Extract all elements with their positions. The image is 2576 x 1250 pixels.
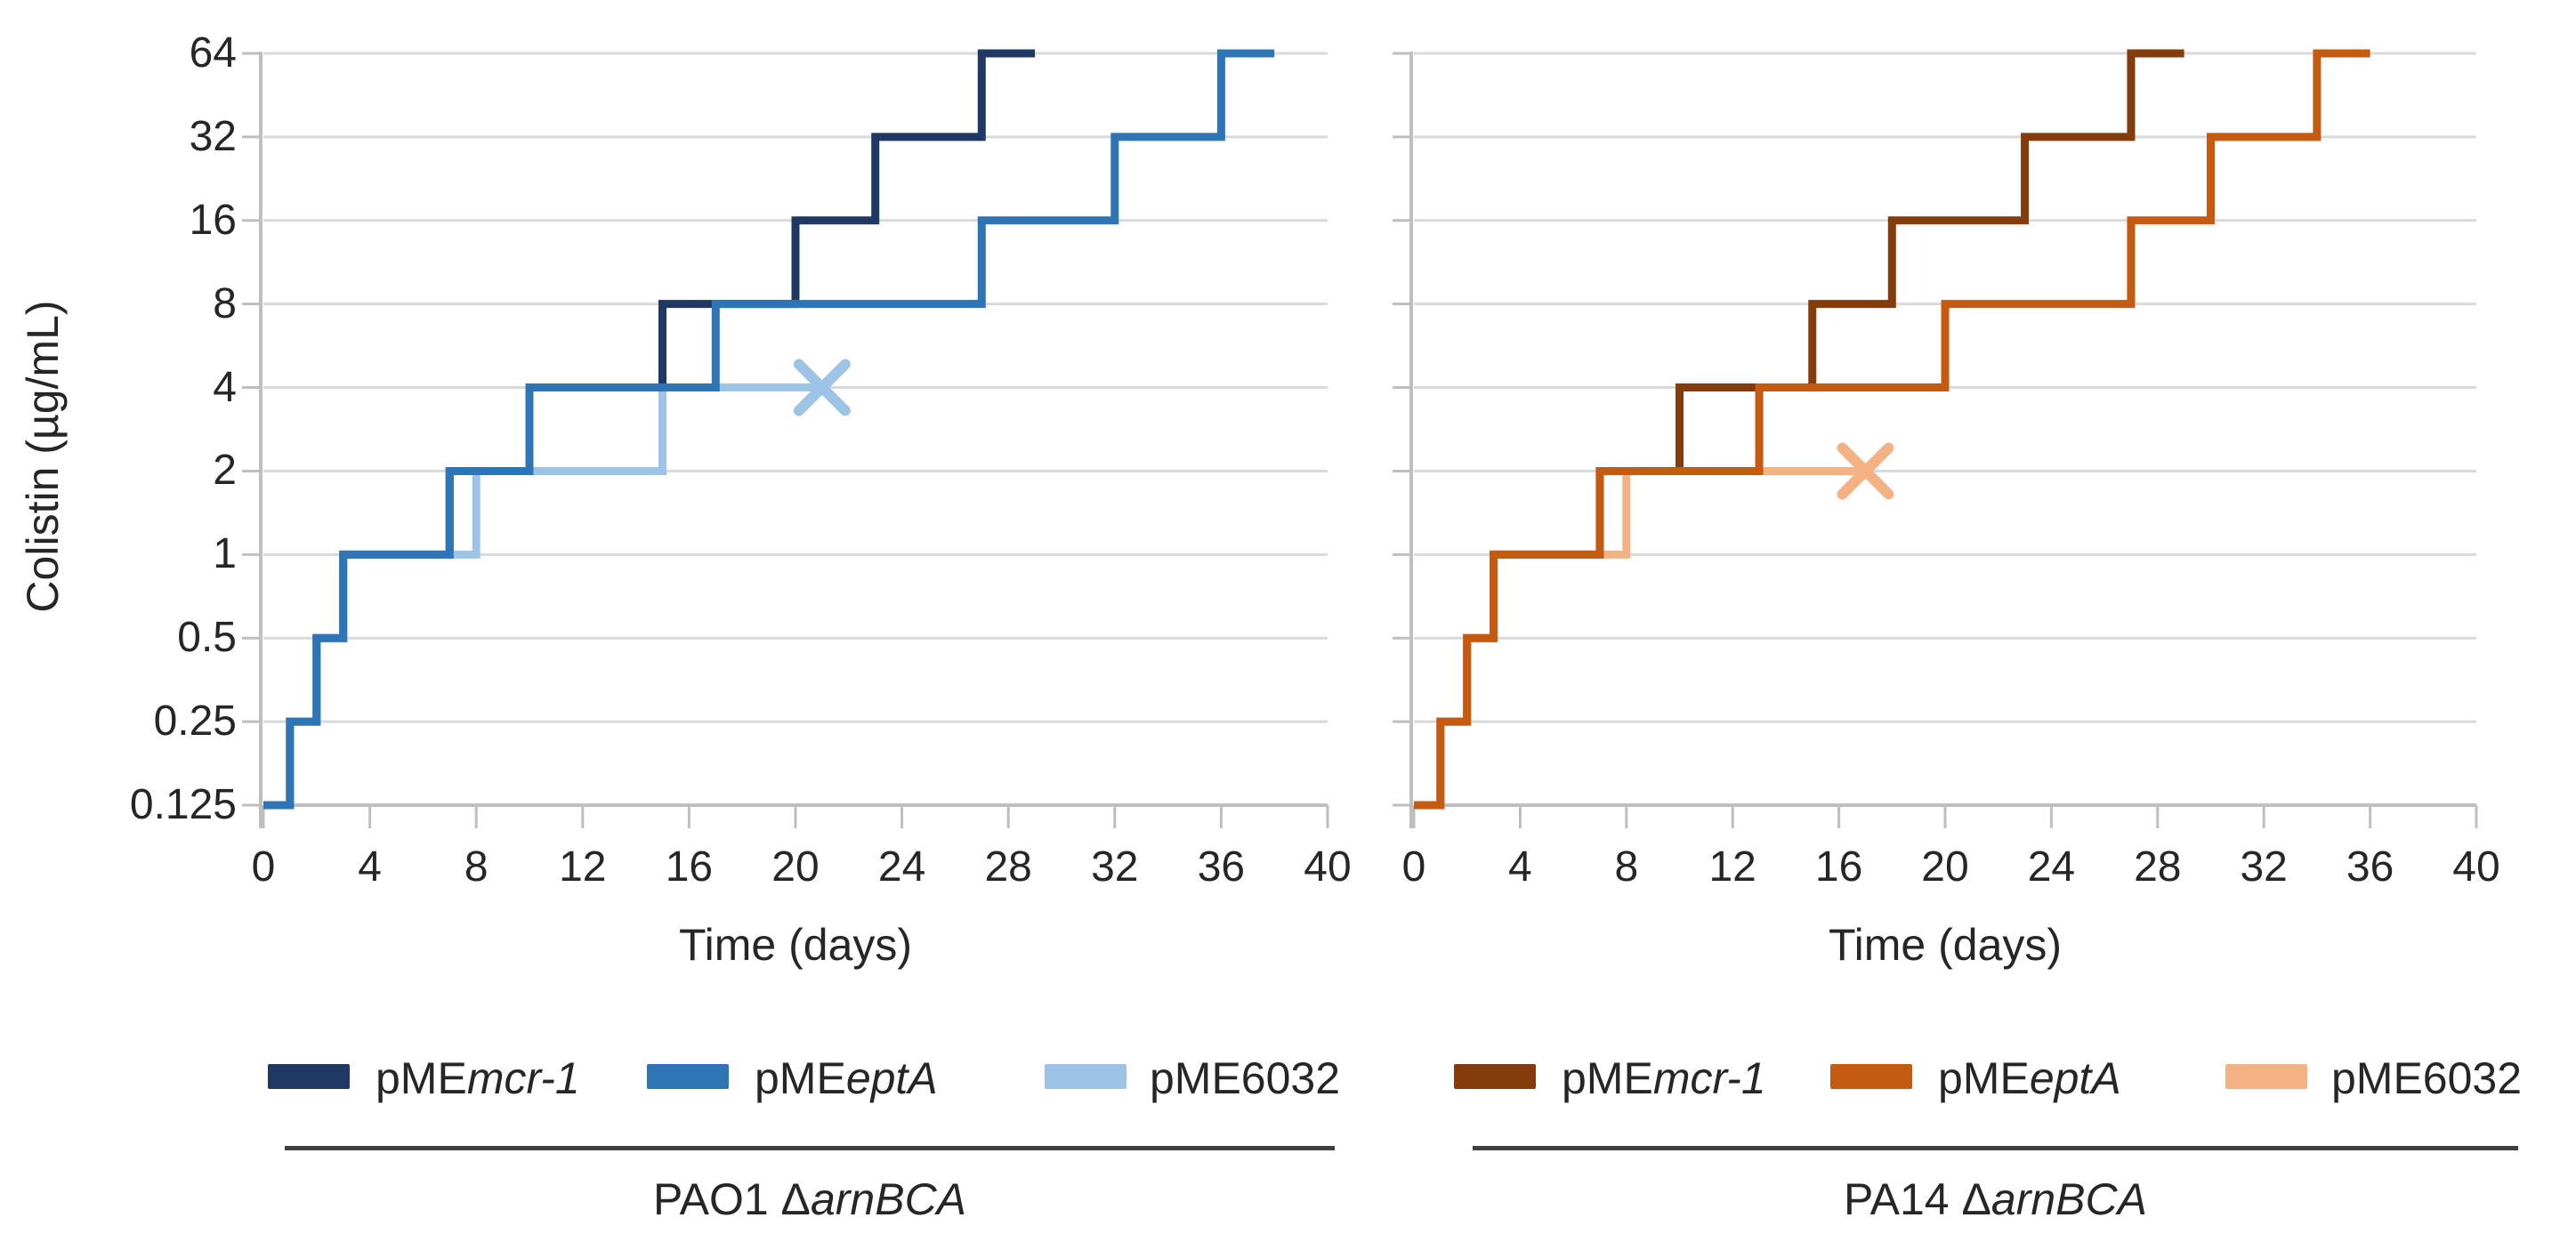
- y-tick-label: 1: [213, 530, 237, 578]
- legend-label-pa14-pme6032: pME6032: [2331, 1050, 2522, 1107]
- x-tick-label: 40: [2452, 843, 2500, 891]
- legend-text: pME6032: [1150, 1053, 1341, 1103]
- legend-swatch-pa14-epta: [1830, 1064, 1912, 1089]
- legend-text-italic: eptA: [2029, 1053, 2121, 1103]
- x-tick-label: 4: [1508, 843, 1532, 891]
- group-underline-pa14: [1473, 1146, 2518, 1150]
- x-tick-label: 28: [984, 843, 1032, 891]
- y-tick-label: 2: [213, 447, 237, 495]
- group-text-italic: arnBCA: [1991, 1174, 2147, 1224]
- legend-text-italic: mcr-1: [466, 1053, 580, 1103]
- x-tick-label: 24: [2027, 843, 2076, 891]
- series-line-pMEmcr-1: [1414, 49, 2184, 810]
- x-tick-label: 8: [1614, 843, 1639, 891]
- y-axis-title: Colistin (µg/mL): [18, 300, 68, 613]
- legend-text: pME: [375, 1053, 467, 1103]
- group-text-italic: arnBCA: [810, 1174, 967, 1224]
- x-tick-label: 16: [1814, 843, 1863, 891]
- end-x-marker-pME6032: [1837, 442, 1894, 500]
- x-tick-label: 12: [1708, 843, 1756, 891]
- legend-swatch-pao1-pme6032: [1045, 1064, 1126, 1089]
- legend-label-pao1-pme6032: pME6032: [1150, 1050, 1340, 1107]
- x-axis-title-right: Time (days): [1828, 920, 2063, 970]
- group-underline-pao1: [285, 1146, 1335, 1150]
- end-x-marker-pME6032: [793, 359, 851, 416]
- y-tick-label: 32: [189, 112, 237, 160]
- x-tick-label: 0: [1401, 843, 1426, 891]
- legend-label-pa14-mcr1: pMEmcr-1: [1562, 1050, 1766, 1107]
- y-tick-label: 8: [213, 279, 237, 327]
- legend-text: pME: [755, 1053, 846, 1103]
- series-line-pMEeptA: [1414, 49, 2370, 810]
- x-tick-label: 36: [2346, 843, 2394, 891]
- group-text: PAO1 Δ: [652, 1174, 811, 1224]
- legend-label-pao1-mcr1: pMEmcr-1: [375, 1050, 580, 1107]
- y-tick-label: 0.125: [129, 781, 237, 828]
- group-text: PA14 Δ: [1844, 1174, 1991, 1224]
- legend-text-italic: eptA: [845, 1053, 938, 1103]
- legend-label-pao1-epta: pMEeptA: [755, 1050, 938, 1107]
- x-tick-label: 40: [1304, 843, 1352, 891]
- legend-swatch-pao1-epta: [647, 1064, 729, 1089]
- x-tick-label: 8: [464, 843, 489, 891]
- legend-text: pME: [1562, 1053, 1653, 1103]
- x-tick-label: 20: [771, 843, 820, 891]
- x-axis-title-left: Time (days): [678, 920, 913, 970]
- legend-text-italic: mcr-1: [1652, 1053, 1766, 1103]
- legend-swatch-pa14-pme6032: [2225, 1064, 2307, 1089]
- x-tick-label: 12: [559, 843, 607, 891]
- y-tick-label: 4: [213, 363, 237, 411]
- y-tick-label: 16: [189, 196, 237, 244]
- legend-text: pME6032: [2331, 1053, 2523, 1103]
- series-line-pMEeptA: [263, 49, 1275, 810]
- legend-swatch-pao1-mcr1: [268, 1064, 350, 1089]
- legend-swatch-pa14-mcr1: [1454, 1064, 1536, 1089]
- x-tick-label: 16: [665, 843, 714, 891]
- group-label-pa14: PA14 ΔarnBCA: [1473, 1173, 2518, 1226]
- x-tick-label: 4: [358, 843, 382, 891]
- x-tick-label: 20: [1921, 843, 1969, 891]
- x-tick-label: 28: [2134, 843, 2182, 891]
- y-tick-label: 0.25: [153, 698, 237, 746]
- legend-text: pME: [1938, 1053, 2030, 1103]
- y-tick-label: 64: [189, 29, 237, 77]
- x-tick-label: 24: [877, 843, 926, 891]
- x-tick-label: 32: [1091, 843, 1139, 891]
- x-tick-label: 0: [251, 843, 276, 891]
- y-tick-label: 0.5: [177, 614, 237, 662]
- series-line-pMEmcr-1: [263, 49, 1036, 810]
- x-tick-label: 32: [2240, 843, 2288, 891]
- legend-label-pa14-epta: pMEeptA: [1938, 1050, 2121, 1107]
- x-tick-label: 36: [1197, 843, 1246, 891]
- group-label-pao1: PAO1 ΔarnBCA: [285, 1173, 1335, 1226]
